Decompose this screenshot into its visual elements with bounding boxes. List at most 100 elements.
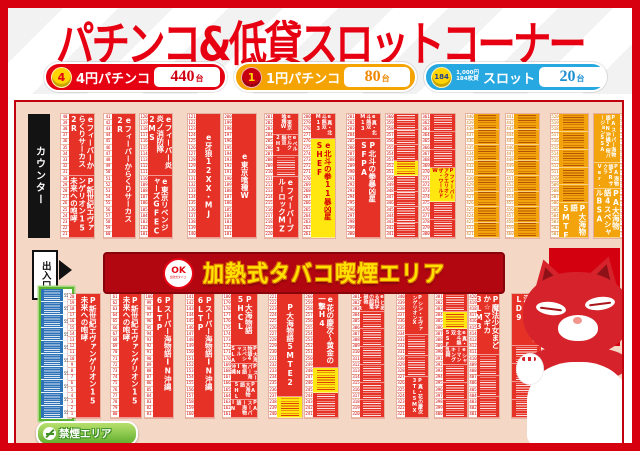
machine-number: 211	[265, 175, 273, 183]
machine-number: 370	[422, 169, 430, 177]
legend: 4 4円パチンコ 440 台 1 1円パチンコ 80 台 184 1,000円 18…	[44, 62, 607, 92]
machine-label: P大海物語5MTE5	[559, 203, 588, 239]
machine-number: 125	[188, 138, 196, 146]
bank-labels: P新世紀エヴァンゲリオン15 未来への咆哮	[119, 294, 141, 418]
slot-machine-row: 552	[41, 315, 72, 328]
machine-bank: 360 359 358 357 356 355 354 353 352 351 350 349 348 3…	[386, 113, 418, 239]
machine-number: 203	[265, 126, 273, 133]
machine-number: 261	[303, 231, 311, 239]
machine-number: 78	[111, 399, 119, 406]
machine-number: 233	[269, 368, 277, 375]
machine-number: 214	[265, 194, 273, 201]
machine-number: 69	[111, 343, 119, 350]
bank-labels: P大海物語5HCLP大海物語4スペシャルSLAPスーパー海物語IN沖縄5YTCP…	[231, 294, 257, 418]
machine-label: eシャーマンキング乱舞	[443, 347, 467, 365]
machine-bank: 520 519 518 517 516 515 514 513 512 511 510 509 508 5…	[551, 114, 588, 239]
machine-number: 278	[303, 126, 311, 133]
count-unit: 台	[195, 74, 204, 83]
machine-number: 303	[352, 306, 360, 313]
machine-label-illegible	[277, 396, 302, 418]
machine-number: 55	[104, 200, 112, 208]
machine-number: 108	[140, 188, 148, 195]
ok-badge-icon: OK 加熱式タバコ	[163, 257, 194, 289]
machine-number: 349	[386, 181, 394, 189]
ok-badge-subtext: 加熱式タバコ	[170, 275, 187, 279]
machine-number: 519	[551, 119, 559, 127]
machine-number: 314	[352, 374, 360, 381]
machine-number: 109	[140, 181, 148, 189]
machine-number: 153	[186, 368, 194, 375]
machine-label: PA大海物語4スペシャルBSA	[594, 188, 620, 239]
machine-number: 279	[303, 119, 311, 127]
machine-number: 396	[435, 386, 443, 394]
machine-number: 442	[506, 119, 514, 127]
machine-number: 521	[620, 114, 622, 121]
machine-number: 41	[104, 113, 112, 121]
machine-label-illegible	[430, 114, 455, 132]
machine-number: 430	[466, 175, 474, 183]
machine-number: 147	[186, 330, 194, 338]
machine-number: 379	[422, 225, 430, 232]
machine-number: 70	[111, 349, 119, 357]
machine-number: 30	[61, 175, 69, 183]
machine-number: 362	[422, 119, 430, 127]
machine-number: 107	[140, 194, 148, 201]
machine-number: 236	[269, 386, 277, 394]
machine-number: 39	[61, 119, 69, 127]
machine-number: 268	[303, 188, 311, 195]
legend-1yen-label: 1円パチンコ	[266, 71, 341, 87]
machine-number: 25	[61, 206, 69, 214]
machine-number: 250	[305, 355, 313, 363]
machine-number: 224	[269, 312, 277, 319]
machine-number: 355	[386, 144, 394, 152]
machine-number: 386	[435, 324, 443, 332]
machine-label-illegible	[394, 145, 418, 161]
machine-label: P新世紀エヴァンゲリオン15 未来への咆哮	[69, 176, 94, 238]
machine-number: 525	[620, 138, 622, 146]
machine-number: 32	[61, 163, 69, 170]
machine-label-illegible	[443, 382, 467, 401]
bank-labels: Pスーパー海物語IN沖縄6LTP	[194, 294, 214, 418]
machine-number: 373	[422, 188, 430, 195]
machine-number: 189	[224, 181, 232, 189]
machine-number: 426	[466, 200, 474, 208]
machine-number: 167	[223, 374, 231, 381]
slot-machine-label	[41, 406, 63, 418]
machine-label: eフィーバー炎炎ノ消防隊2MS	[148, 114, 172, 176]
machine-number: 169	[223, 361, 231, 369]
machine-label: eベルセルク無双2H3	[273, 135, 298, 156]
slot-machine-label	[41, 367, 63, 379]
machine-number: 133	[188, 188, 196, 195]
machine-number: 128	[188, 157, 196, 164]
machine-number: 181	[224, 231, 232, 239]
machine-number: 309	[352, 343, 360, 350]
machine-label-illegible	[559, 114, 588, 132]
machine-label-illegible	[559, 149, 588, 168]
machine-number: 517	[551, 132, 559, 139]
machine-number: 387	[435, 330, 443, 338]
bank-labels: e真・北斗無双M13 P北斗の拳暴凶星SFPA	[355, 114, 380, 238]
machine-number: 358	[386, 126, 394, 133]
machine-number: 388	[435, 337, 443, 344]
machine-label-illegible	[443, 364, 467, 383]
machine-number: 110	[140, 175, 148, 183]
machine-number: 441	[506, 113, 514, 121]
machine-number: 140	[188, 231, 196, 239]
machine-number: 449	[506, 163, 514, 170]
machine-number: 253	[305, 337, 313, 344]
machine-number: 378	[422, 219, 430, 226]
slot-machine-row: 550	[41, 289, 72, 302]
slot-machine-row: 559	[41, 406, 72, 419]
machine-number: 61	[111, 293, 119, 301]
machine-number: 506	[551, 200, 559, 208]
machine-number: 122	[188, 119, 196, 127]
machine-number: 148	[186, 337, 194, 344]
machine-number: 317	[352, 392, 360, 400]
machine-number: 360	[386, 113, 394, 121]
machine-number: 145	[186, 318, 194, 326]
machine-number-strip: 221 222 223 224 225 226 227 228 229 230 231 232 233 2…	[269, 294, 277, 419]
machine-number: 121	[188, 113, 196, 121]
machine-number: 24	[61, 212, 69, 220]
machine-number: 97	[145, 312, 153, 319]
